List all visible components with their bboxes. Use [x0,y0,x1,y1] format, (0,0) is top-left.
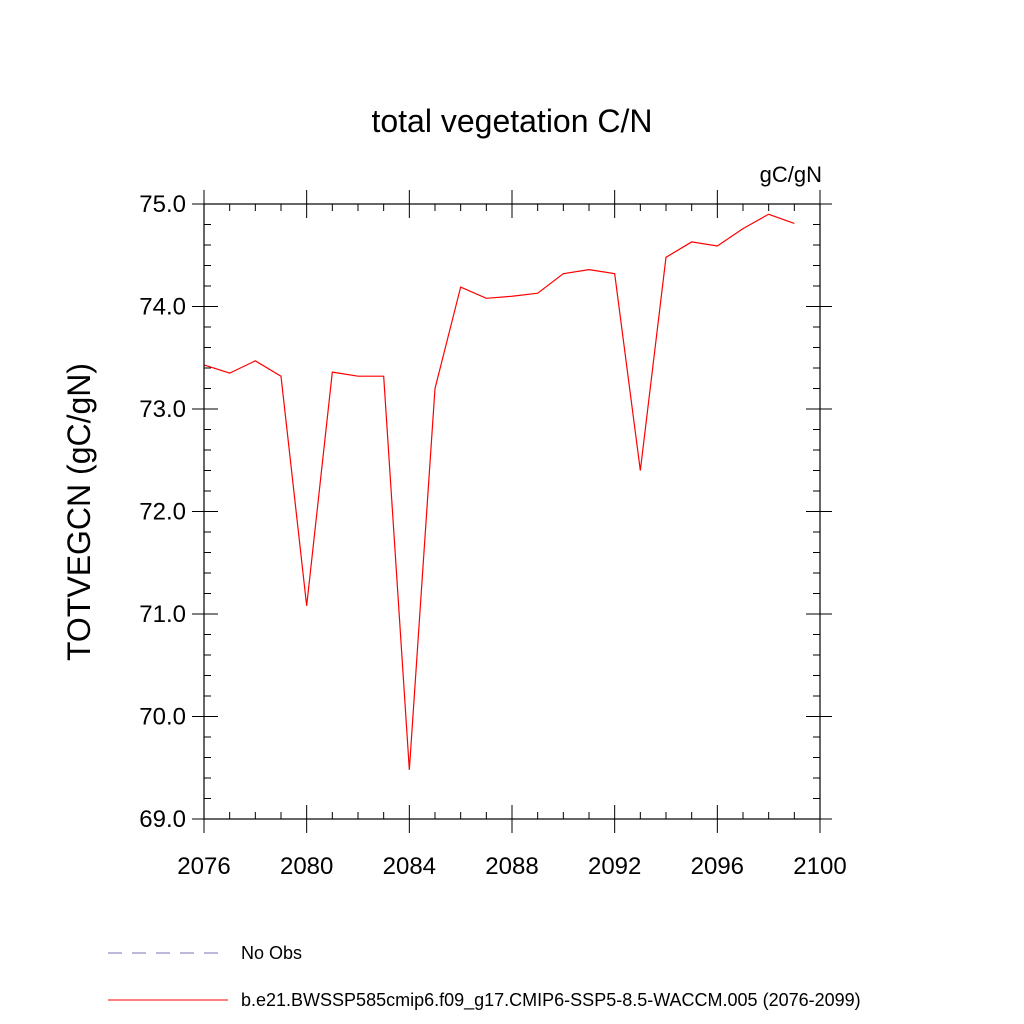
x-tick-label: 2076 [177,853,230,880]
x-tick-label: 2088 [485,853,538,880]
chart-title: total vegetation C/N [371,103,652,139]
units-label: gC/gN [760,162,822,187]
plot-frame [203,203,821,820]
y-axis-label: TOTVEGCN (gC/gN) [61,363,97,661]
series-line [203,213,795,770]
x-tick-label: 2100 [793,853,846,880]
series-layer [203,213,795,770]
legend-label: b.e21.BWSSP585cmip6.f09_g17.CMIP6-SSP5-8… [241,990,861,1011]
y-tick-label: 71.0 [139,601,186,628]
legend-label: No Obs [241,943,302,963]
y-tick-label: 70.0 [139,704,186,731]
x-tick-label: 2096 [691,853,744,880]
x-tick-label: 2092 [588,853,641,880]
tick-labels: 69.0 70.0 71.0 72.0 73.0 74.0 75.0 2076 2080 2084… [139,191,846,880]
y-tick-label: 72.0 [139,499,186,526]
x-tick-label: 2080 [280,853,333,880]
y-tick-label: 75.0 [139,191,186,218]
x-tick-label: 2084 [383,853,436,880]
y-tick-label: 73.0 [139,396,186,423]
y-tick-label: 69.0 [139,806,186,833]
legend: No Obs b.e21.BWSSP585cmip6.f09_g17.CMIP6-… [108,943,861,1011]
axis-ticks [192,190,832,833]
y-tick-label: 74.0 [139,294,186,321]
